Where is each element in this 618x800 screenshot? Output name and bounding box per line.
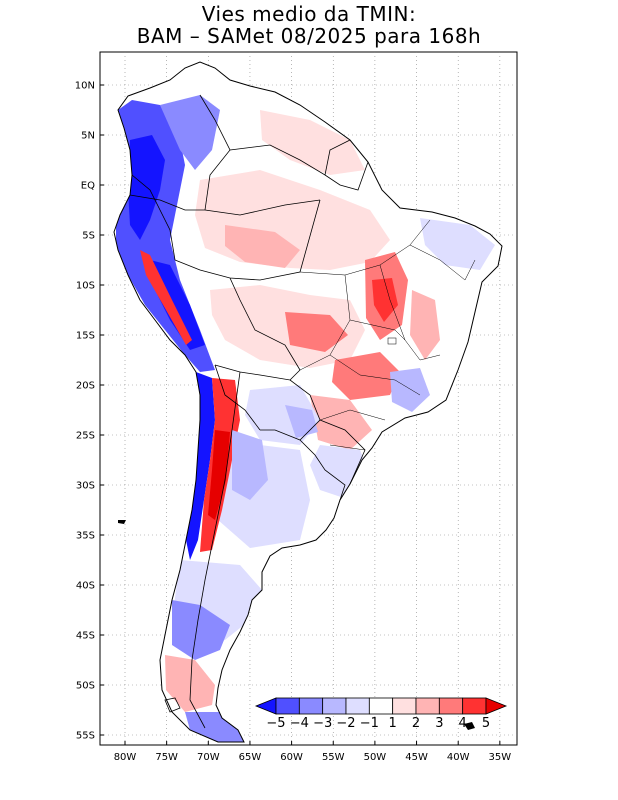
border-paraguay [260,379,321,441]
bias-region-amazon-core [225,225,300,268]
bias-region-colombia [160,95,220,170]
lon-label: 35W [489,752,512,763]
colorbar-label: 2 [412,716,420,731]
state-border-sao-paulo [329,354,421,396]
bias-region-bahia [410,290,440,360]
colorbar-arrow-high [485,697,508,715]
lon-label: 65W [239,752,262,763]
colorbar-segment [438,697,464,715]
border-chile-bolivia-argentina [214,364,261,431]
bias-region-andes-peru-core [150,260,205,350]
border-ecuador-colombia [129,194,205,211]
border-chile-argentina [189,371,241,729]
colorbar-label: 4 [459,716,467,731]
lat-label: 15S [76,331,95,342]
lat-label: 5S [82,231,95,242]
bias-region-chile-coast-cold [186,372,215,560]
bias-region-andes-warm-core [208,430,230,520]
border-colombia-brazil [204,199,321,216]
latitude-labels: 10N 5N EQ 5S 10S 15S 20S 25S 30S 35S 40S 45S 50S 55S [75,81,104,742]
bias-region-cuyo [232,430,268,500]
colorbar-label: −4 [290,716,309,731]
island-chiloe-region [164,697,181,713]
colorbar: −5 −4 −3 −2 −1 1 2 3 4 5 [254,697,508,731]
country-borders [129,94,369,729]
colorbar-label: −5 [266,716,285,731]
lat-label: EQ [81,181,95,192]
bias-region-southeast-cool [390,368,430,412]
colorbar-segment [322,697,347,715]
colorbar-label: 5 [482,716,490,731]
bias-region-peru-coast-warm [140,250,192,345]
colorbar-label: −3 [313,716,332,731]
border-guianas [324,161,369,191]
bias-region-mato-grosso [285,312,348,352]
lon-label: 45W [405,752,428,763]
lat-label: 30S [76,481,95,492]
lon-label: 70W [197,752,220,763]
state-border-goias [349,319,406,341]
bias-region-patagonia-south-warm [165,655,215,712]
lon-label: 40W [447,752,470,763]
lat-label: 35S [76,531,95,542]
lon-label: 50W [364,752,387,763]
colorbar-label: −1 [360,716,379,731]
state-border-parana [319,409,386,421]
bias-region-tocantins-core [372,278,398,322]
border-argentina-uruguay [299,439,346,501]
colorbar-segment [392,697,417,715]
lat-label: 10S [76,281,95,292]
colorbar-segment [275,697,300,715]
longitude-labels: 80W 75W 70W 65W 60W 55W 50W 45W 40W 35W [114,741,512,763]
map-title-line1: Vies medio da TMIN: [201,2,417,26]
colorbar-segment [298,697,324,715]
colorbar-label: 1 [389,716,397,731]
lat-label: 40S [76,581,95,592]
colorbar-segment [368,697,394,715]
bias-region-northeast [420,218,495,270]
lat-label: 50S [76,681,95,692]
colorbar-segment [462,697,487,715]
lat-label: 45S [76,631,95,642]
state-border-santa-catarina [329,444,366,451]
bias-region-parana [310,395,372,450]
state-border-mato-grosso [299,274,351,371]
lat-label: 55S [76,731,95,742]
colorbar-segment [345,697,370,715]
bias-region-patagonia-cool [172,600,230,660]
lon-label: 80W [114,752,137,763]
island-south-georgia [464,722,475,730]
border-ecuador-peru [131,174,176,261]
lon-label: 75W [155,752,178,763]
map-title-line2: BAM – SAMet 08/2025 para 168h [136,24,482,48]
lat-label: 25S [76,431,95,442]
lat-label: 5N [81,131,95,142]
border-brazil-uruguay [319,419,366,485]
border-peru-brazil [174,199,321,281]
border-venezuela-brazil [229,139,351,176]
coastline [113,61,503,743]
lat-label: 10N [75,81,95,92]
lon-label: 60W [280,752,303,763]
state-border-distrito-federal [387,337,397,345]
bias-region-guianas [260,110,365,175]
state-border-northeast [409,244,476,281]
state-borders [299,219,476,451]
lat-label: 20S [76,381,95,392]
colorbar-label: −2 [336,716,355,731]
colorbar-segment [415,697,440,715]
island-juan-fernandez [118,520,126,524]
lon-label: 55W [322,752,345,763]
colorbar-label: 3 [435,716,443,731]
